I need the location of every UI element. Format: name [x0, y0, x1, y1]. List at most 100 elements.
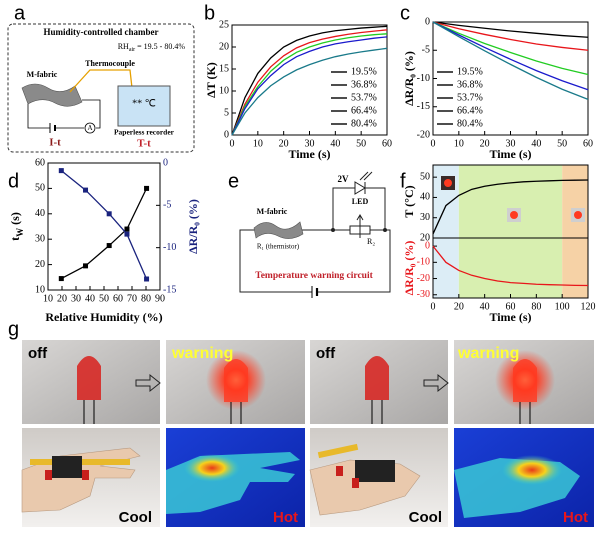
- led-on: [495, 350, 555, 424]
- x-axis-label: Time (s): [489, 147, 531, 161]
- region-band: [433, 165, 459, 238]
- resistor-arrow: [356, 214, 364, 238]
- arrow: [423, 373, 449, 393]
- y-tick-label: 20: [420, 232, 430, 243]
- series-line: [432, 21, 589, 51]
- display-reading: ** ℃: [132, 98, 156, 109]
- x-axis-label: Time (s): [288, 147, 330, 161]
- node: [383, 228, 387, 232]
- x-tick-label: 10: [454, 138, 464, 149]
- x-tick-label: 0: [431, 138, 436, 149]
- x-tick-label: 30: [71, 293, 81, 304]
- rh-rest: = 19.5 - 80.4%: [135, 42, 185, 51]
- y-tick-label: -10: [417, 73, 430, 84]
- parallel-branch: [332, 187, 386, 231]
- series-line: [60, 188, 148, 280]
- x-tick-label: 0: [230, 138, 235, 149]
- x-tick-label: 30: [506, 138, 516, 149]
- thermal-hand: [454, 455, 580, 518]
- y-tick-label: 10: [35, 284, 45, 295]
- chamber-title: Humidity-controlled chamber: [43, 27, 158, 37]
- region-band: [562, 238, 588, 298]
- led-off: [365, 356, 389, 424]
- series-line: [432, 21, 589, 76]
- x-tick-label: 60: [506, 301, 516, 312]
- y-axis-label: ΔR/R₀ (%): [402, 51, 416, 106]
- fabric-label: M-fabric: [257, 207, 288, 216]
- y-tick-label: -20: [417, 273, 430, 284]
- legend-label: 80.4%: [351, 118, 377, 129]
- panel-label: e: [228, 170, 239, 192]
- marker: [83, 187, 89, 193]
- x-tick-label: 40: [531, 138, 541, 149]
- y2-axis-label: ΔR/R₀ (%): [186, 199, 200, 254]
- x-tick-label: 90: [155, 293, 165, 304]
- ammeter-label: A: [87, 124, 92, 132]
- led-off: [77, 356, 101, 424]
- x-tick-label: 10: [43, 293, 53, 304]
- y-tick-label: -30: [417, 289, 430, 300]
- series-line: [60, 170, 148, 280]
- panel-label: a: [14, 2, 26, 24]
- y-axis-label-part: t: [8, 237, 22, 241]
- y-tick-label: 0: [425, 240, 430, 251]
- y-axis-label: tW (s): [8, 212, 25, 241]
- y-tick-label: 0: [224, 129, 229, 140]
- y-tick-label: 30: [35, 233, 45, 244]
- series-line: [432, 179, 589, 235]
- series-line: [231, 25, 388, 136]
- x-tick-label: 10: [253, 138, 263, 149]
- legend-label: 53.7%: [457, 92, 483, 103]
- panel-g: off warning off warning Cool Hot Cool Ho…: [21, 340, 594, 527]
- x-tick-label: 60: [113, 293, 123, 304]
- recorder-label: Paperless recorder: [114, 128, 175, 137]
- y-tick-label: 30: [420, 212, 430, 223]
- resistor-label: R₂: [367, 237, 375, 246]
- marker: [144, 185, 150, 191]
- x-axis-label: Time (s): [489, 310, 531, 324]
- region-band: [458, 238, 563, 298]
- temperature-label: T-t: [137, 138, 151, 150]
- led-on: [206, 350, 266, 424]
- x-tick-label: 60: [583, 138, 593, 149]
- x-tick-label: 70: [127, 293, 137, 304]
- x-tick-label: 20: [454, 301, 464, 312]
- y-tick-label: -10: [417, 257, 430, 268]
- thermistor-label: R₁ (thermistor): [257, 243, 300, 251]
- panel-label: c: [400, 2, 410, 24]
- x-tick-label: 50: [557, 138, 567, 149]
- fabric-label: M-fabric: [27, 70, 58, 79]
- y-tick-label: 5: [224, 107, 229, 118]
- panel-a: Humidity-controlled chamber RHair = 19.5…: [7, 23, 195, 153]
- y2-tick-label: 0: [163, 157, 168, 168]
- y2-tick-label: -5: [163, 200, 171, 211]
- marker: [124, 226, 130, 232]
- y-tick-label: 40: [420, 192, 430, 203]
- series-line: [432, 245, 589, 287]
- thermal-hand: [166, 452, 300, 514]
- current-label: I-t: [49, 137, 61, 149]
- x-tick-label: 40: [85, 293, 95, 304]
- x-tick-label: 100: [555, 301, 570, 312]
- inset-led: [510, 211, 518, 219]
- led-label: LED: [352, 197, 369, 206]
- y-tick-label: -15: [417, 101, 430, 112]
- series-line: [432, 21, 589, 91]
- x-tick-label: 30: [305, 138, 315, 149]
- fabric: [21, 83, 83, 107]
- state-label: warning: [171, 345, 233, 362]
- y-tick-label: 25: [219, 19, 229, 30]
- panel-label: f: [400, 170, 406, 192]
- series-line: [231, 29, 388, 136]
- hand-label: Cool: [409, 509, 442, 526]
- thermocouple-wire: [69, 69, 133, 93]
- x-tick-label: 80: [141, 293, 151, 304]
- x-tick-label: 120: [581, 301, 596, 312]
- panel-label: d: [8, 170, 19, 192]
- y-tick-label: 50: [35, 183, 45, 194]
- y-axis-label: ΔT (K): [204, 62, 218, 98]
- inset-led: [574, 211, 582, 219]
- circuit-wire: [239, 229, 391, 293]
- hand-label: Cool: [119, 509, 152, 526]
- ammeter: [84, 122, 96, 134]
